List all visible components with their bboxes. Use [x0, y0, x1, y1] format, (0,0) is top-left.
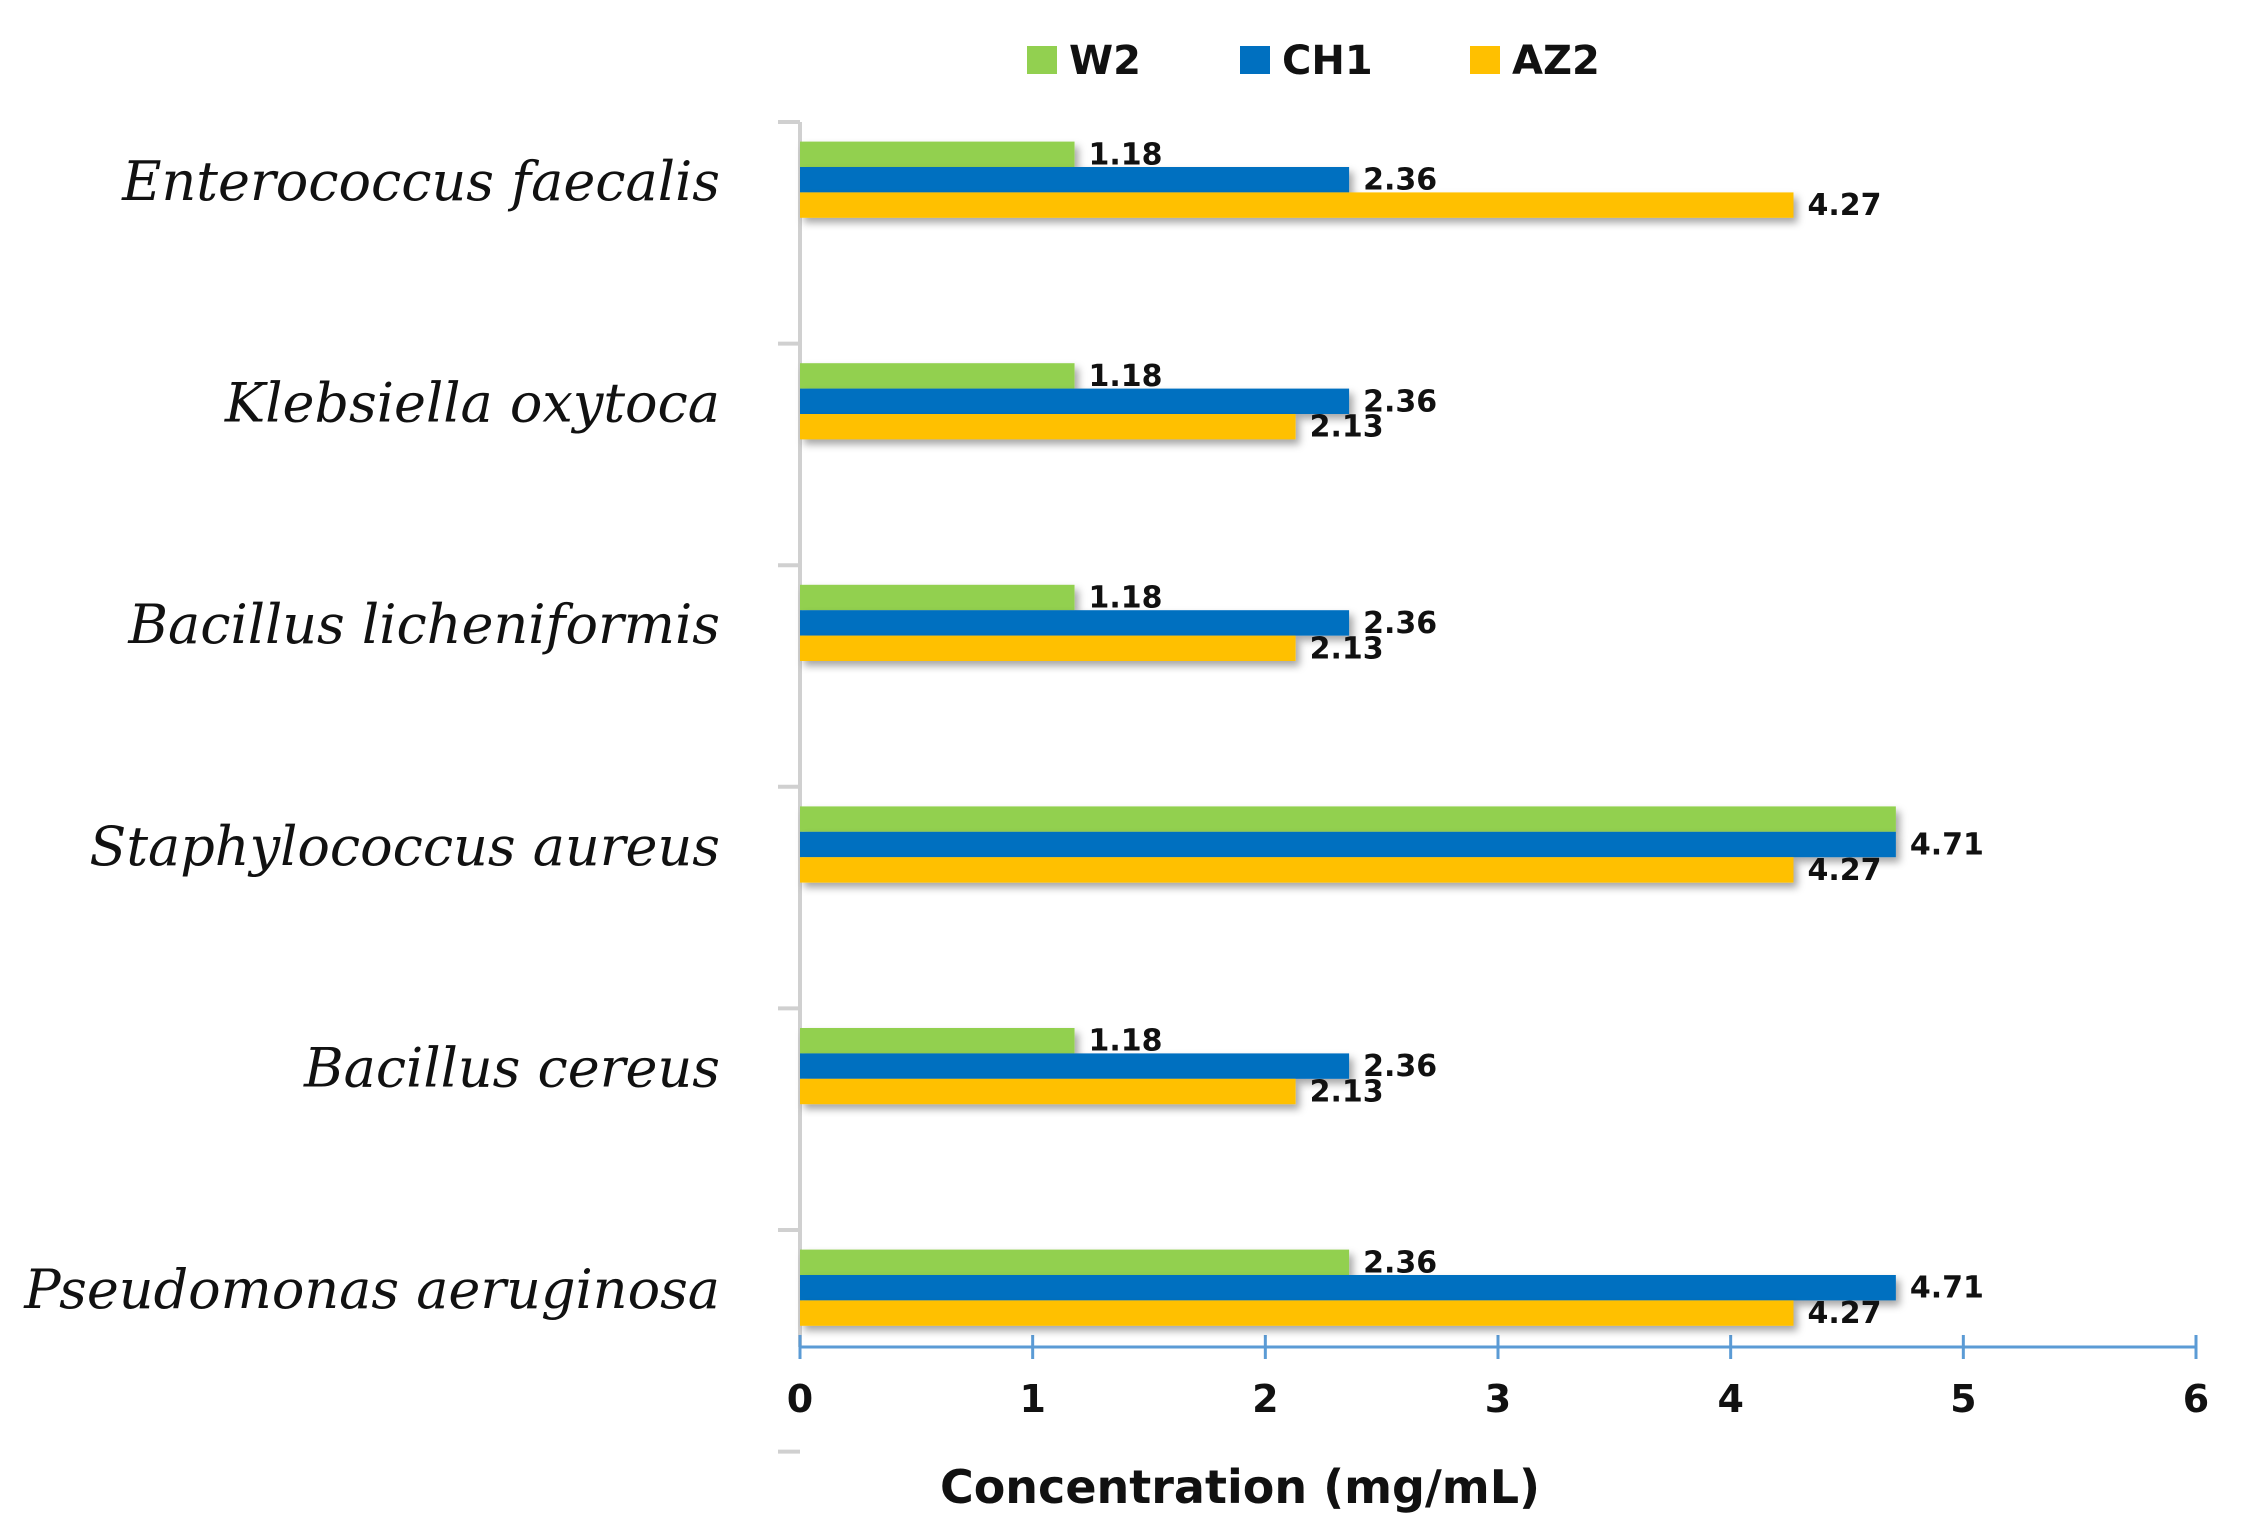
legend-swatch-w2: [1027, 46, 1057, 74]
legend-label-w2: W2: [1069, 38, 1141, 84]
legend-label-az2: AZ2: [1512, 38, 1600, 84]
bar-w2-staphylococcus-aureus: [800, 806, 1896, 832]
bar-ch1-bacillus-cereus: [800, 1053, 1350, 1079]
data-label-ch1-bacillus-licheniformis: 2.36: [1363, 606, 1437, 641]
data-label-w2-enterococcus-faecalis: 1.18: [1089, 137, 1163, 172]
x-tick-label: 6: [2183, 1377, 2209, 1421]
legend-swatch-az2: [1470, 46, 1500, 74]
data-label-w2-bacillus-licheniformis: 1.18: [1089, 581, 1163, 616]
bar-ch1-klebsiella-oxytoca: [800, 388, 1350, 414]
x-tick-label: 1: [1019, 1377, 1045, 1421]
bar-az2-pseudomonas-aeruginosa: [800, 1300, 1794, 1326]
x-tick-label: 5: [1950, 1377, 1976, 1421]
x-tick-label: 4: [1717, 1377, 1743, 1421]
data-label-w2-pseudomonas-aeruginosa: 2.36: [1363, 1245, 1437, 1280]
bar-ch1-bacillus-licheniformis: [800, 610, 1350, 636]
x-tick-label: 0: [787, 1377, 813, 1421]
bar-w2-pseudomonas-aeruginosa: [800, 1249, 1350, 1275]
data-label-ch1-staphylococcus-aureus: 4.71: [1910, 828, 1984, 863]
bar-w2-klebsiella-oxytoca: [800, 363, 1075, 389]
data-label-ch1-pseudomonas-aeruginosa: 4.71: [1910, 1271, 1984, 1306]
bar-w2-bacillus-licheniformis: [800, 584, 1075, 611]
axes: 0 1 2 3 4 5 6: [778, 120, 2209, 1454]
data-label-az2-klebsiella-oxytoca: 2.13: [1310, 410, 1384, 445]
category-label: Bacillus cereus: [303, 1036, 720, 1099]
data-label-w2-bacillus-cereus: 1.18: [1089, 1024, 1163, 1059]
data-label-az2-staphylococcus-aureus: 4.27: [1807, 853, 1881, 888]
data-label-ch1-klebsiella-oxytoca: 2.36: [1363, 384, 1437, 419]
category-label: Staphylococcus aureus: [89, 815, 720, 878]
x-axis-title: Concentration (mg/mL): [940, 1460, 1540, 1514]
data-label-az2-enterococcus-faecalis: 4.27: [1807, 188, 1881, 223]
data-label-ch1-enterococcus-faecalis: 2.36: [1363, 163, 1437, 198]
data-label-w2-klebsiella-oxytoca: 1.18: [1089, 359, 1163, 394]
category-label: Bacillus licheniformis: [127, 593, 720, 656]
legend-label-ch1: CH1: [1282, 38, 1373, 84]
bar-ch1-pseudomonas-aeruginosa: [800, 1275, 1896, 1301]
legend-swatch-ch1: [1240, 46, 1270, 74]
data-label-az2-bacillus-licheniformis: 2.13: [1310, 631, 1384, 666]
bar-az2-staphylococcus-aureus: [800, 857, 1794, 883]
bar-ch1-staphylococcus-aureus: [800, 831, 1896, 858]
category-label: Klebsiella oxytoca: [224, 372, 720, 435]
category-label: Pseudomonas aeruginosa: [23, 1258, 720, 1321]
legend: W2 CH1 AZ2: [1027, 38, 1600, 84]
data-label-ch1-bacillus-cereus: 2.36: [1363, 1049, 1437, 1084]
bar-az2-bacillus-licheniformis: [800, 635, 1296, 661]
data-label-az2-pseudomonas-aeruginosa: 4.27: [1807, 1296, 1881, 1331]
bar-w2-enterococcus-faecalis: [800, 141, 1075, 167]
x-tick-label: 3: [1485, 1377, 1511, 1421]
bar-ch1-enterococcus-faecalis: [800, 167, 1350, 193]
category-labels: Enterococcus faecalis Klebsiella oxytoca B…: [23, 150, 720, 1321]
x-tick-label: 2: [1252, 1377, 1278, 1421]
bar-az2-klebsiella-oxytoca: [800, 414, 1296, 440]
data-label-az2-bacillus-cereus: 2.13: [1310, 1075, 1384, 1110]
bar-w2-bacillus-cereus: [800, 1028, 1075, 1054]
bar-az2-enterococcus-faecalis: [800, 192, 1794, 218]
bars: 1.18 1.18 1.18 1.18 2.36 2.36 2.36 2.36 4.71 2.36…: [800, 137, 1984, 1331]
category-label: Enterococcus faecalis: [121, 150, 720, 213]
bar-az2-bacillus-cereus: [800, 1078, 1296, 1105]
